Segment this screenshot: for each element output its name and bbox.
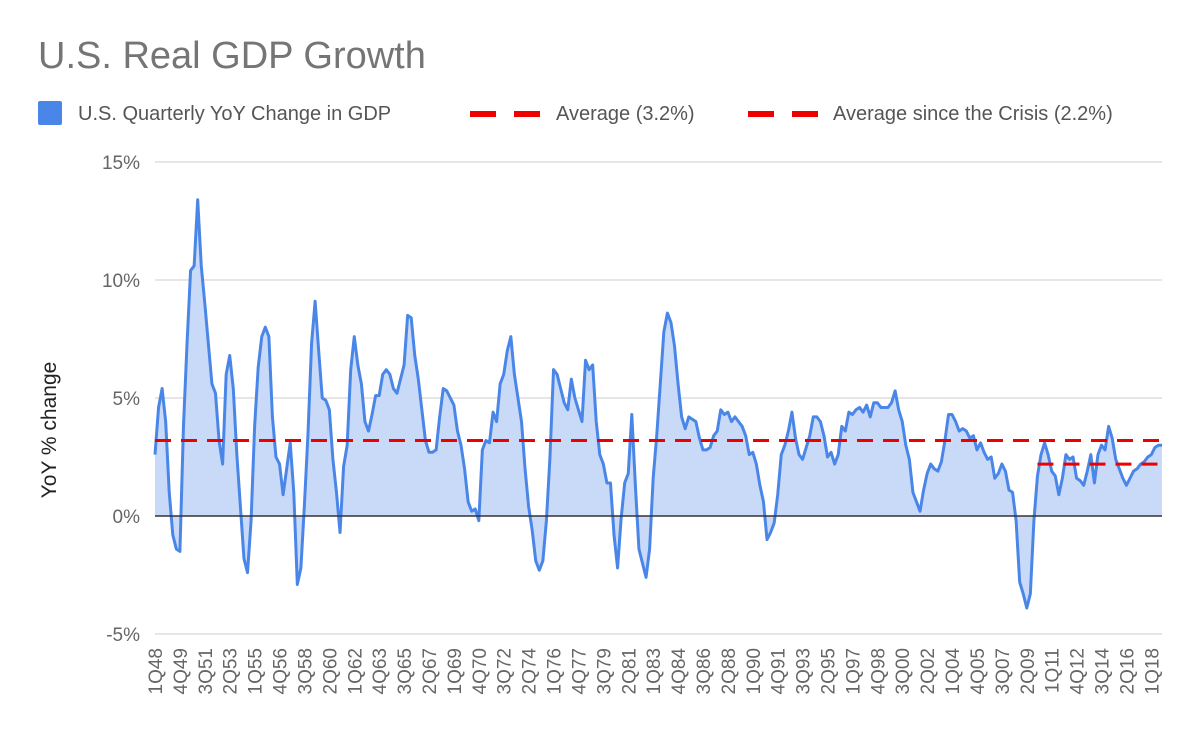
x-tick-label: 1Q18: [1142, 648, 1163, 694]
x-tick-label: 3Q86: [694, 648, 715, 694]
legend-swatch: [38, 101, 62, 125]
x-tick-label: 1Q62: [345, 648, 366, 694]
x-tick-label: 2Q09: [1018, 648, 1039, 694]
x-tick-label: 1Q48: [146, 648, 167, 694]
x-tick-label: 3Q51: [196, 648, 217, 694]
x-tick-label: 1Q11: [1043, 648, 1064, 693]
x-tick-label: 2Q67: [420, 648, 441, 694]
x-tick-label: 4Q56: [271, 648, 292, 694]
legend-label: Average since the Crisis (2.2%): [833, 103, 1113, 125]
x-tick-label: 1Q69: [445, 648, 466, 694]
x-tick-label: 3Q14: [1093, 648, 1114, 695]
y-tick-label: 15%: [102, 153, 140, 174]
x-tick-label: 4Q70: [470, 648, 491, 694]
area: [155, 199, 1162, 609]
x-tick-label: 1Q04: [943, 648, 964, 695]
x-tick-label: 4Q84: [669, 648, 690, 695]
x-tick-label: 4Q98: [868, 648, 889, 694]
x-tick-label: 3Q79: [594, 648, 615, 694]
x-tick-label: 4Q49: [171, 648, 192, 694]
x-tick-label: 2Q88: [719, 648, 740, 694]
x-tick-label: 2Q53: [221, 648, 242, 694]
x-tick-label: 4Q77: [569, 648, 590, 694]
x-tick-label: 1Q76: [545, 648, 566, 694]
x-tick-label: 3Q93: [794, 648, 815, 694]
x-tick-label: 4Q12: [1068, 648, 1089, 694]
x-tick-label: 3Q72: [495, 648, 516, 694]
y-tick-label: 0%: [113, 507, 141, 528]
line: [153, 198, 1162, 610]
x-tick-label: 2Q16: [1117, 648, 1138, 694]
x-tick-label: 3Q58: [295, 648, 316, 694]
x-tick-label: 4Q05: [968, 648, 989, 694]
y-tick-label: 10%: [102, 271, 140, 292]
x-tick-label: 2Q02: [918, 648, 939, 694]
x-tick-label: 4Q91: [769, 648, 790, 694]
x-tick-label: 1Q90: [744, 648, 765, 694]
x-tick-label: 1Q83: [644, 648, 665, 694]
chart-title: U.S. Real GDP Growth: [38, 35, 426, 77]
x-tick-label: 2Q81: [619, 648, 640, 694]
y-tick-label: 5%: [113, 389, 141, 410]
x-tick-label: 2Q74: [520, 648, 541, 695]
x-tick-label: 2Q60: [320, 648, 341, 694]
x-tick-label: 1Q55: [246, 648, 267, 694]
x-tick-label: 4Q63: [370, 648, 391, 694]
y-tick-label: -5%: [106, 625, 140, 646]
legend-label: Average (3.2%): [556, 103, 695, 125]
y-axis-title: YoY % change: [38, 362, 61, 499]
legend-label: U.S. Quarterly YoY Change in GDP: [78, 103, 391, 125]
x-tick-label: 3Q00: [893, 648, 914, 694]
x-tick-label: 2Q95: [819, 648, 840, 694]
x-tick-label: 3Q07: [993, 648, 1014, 694]
x-tick-label: 1Q97: [843, 648, 864, 694]
x-tick-label: 3Q65: [395, 648, 416, 694]
